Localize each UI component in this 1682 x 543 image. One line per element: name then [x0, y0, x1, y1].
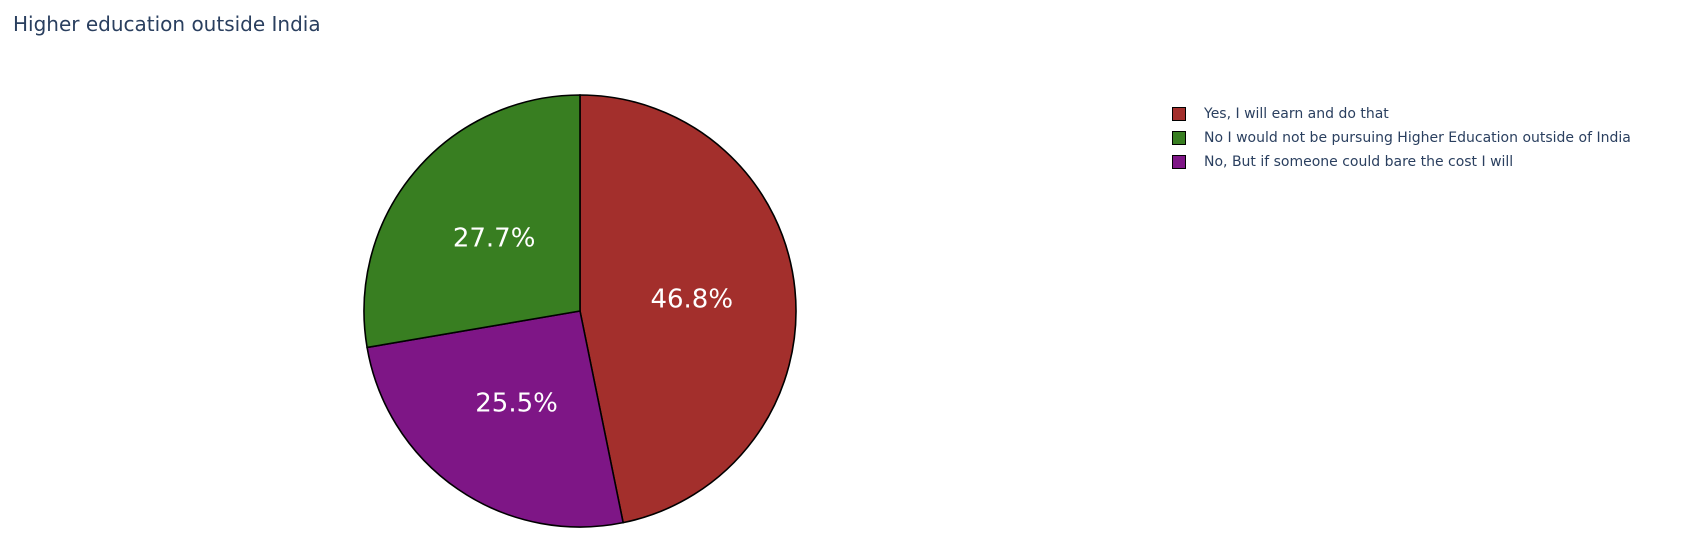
slice-label-1: 25.5% — [475, 389, 558, 419]
legend-label: No I would not be pursuing Higher Educat… — [1204, 130, 1631, 146]
legend: Yes, I will earn and do that No I would n… — [1172, 102, 1631, 174]
legend-item-1[interactable]: No I would not be pursuing Higher Educat… — [1172, 126, 1631, 150]
pie-slice-0 — [579, 94, 797, 524]
legend-swatch — [1172, 107, 1186, 121]
legend-label: Yes, I will earn and do that — [1204, 106, 1389, 122]
slice-label-0: 46.8% — [650, 285, 733, 315]
pie-slice-2 — [363, 94, 581, 349]
legend-swatch — [1172, 131, 1186, 145]
legend-item-0[interactable]: Yes, I will earn and do that — [1172, 102, 1631, 126]
legend-swatch — [1172, 155, 1186, 169]
legend-label: No, But if someone could bare the cost I… — [1204, 154, 1514, 170]
slice-label-2: 27.7% — [453, 224, 536, 254]
pie-slice-1 — [366, 310, 625, 528]
chart-title: Higher education outside India — [13, 12, 321, 36]
legend-item-2[interactable]: No, But if someone could bare the cost I… — [1172, 150, 1631, 174]
